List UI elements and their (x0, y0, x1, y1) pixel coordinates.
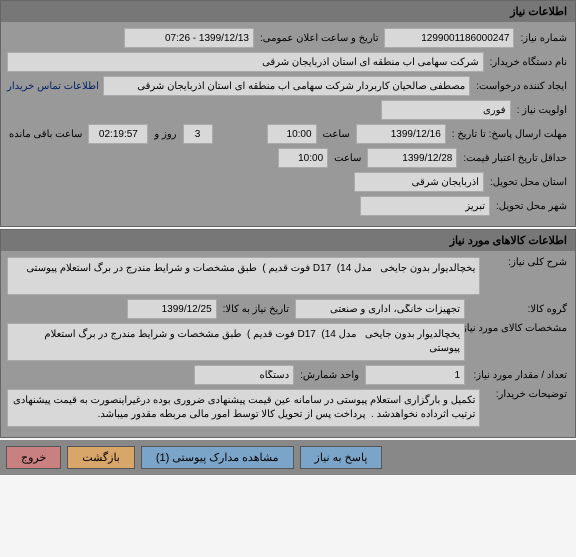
unit-label: واحد شمارش: (298, 370, 361, 381)
requester-label: ایجاد کننده درخواست: (474, 81, 569, 92)
goods-info-header: اطلاعات کالاهای مورد نیاز (1, 230, 575, 251)
time-remaining-field[interactable] (88, 124, 148, 144)
deadline-date-field[interactable] (356, 124, 446, 144)
deliver-prov-field[interactable] (354, 172, 484, 192)
need-info-panel: اطلاعات نیاز شماره نیاز: تاریخ و ساعت اع… (0, 0, 576, 227)
requester-field[interactable] (103, 76, 470, 96)
days-label: روز و (152, 129, 178, 140)
need-number-field[interactable] (384, 28, 514, 48)
respond-button[interactable]: پاسخ به نیاز (300, 446, 383, 469)
exit-button[interactable]: خروج (6, 446, 61, 469)
deliver-city-field[interactable] (360, 196, 490, 216)
contact-link[interactable]: اطلاعات تماس خریدار (7, 81, 99, 92)
announce-label: تاریخ و ساعت اعلان عمومی: (258, 33, 381, 44)
group-label: گروه کالا: (469, 304, 569, 315)
group-field[interactable] (295, 299, 465, 319)
goods-info-panel: اطلاعات کالاهای مورد نیاز شرح کلی نیاز: … (0, 229, 576, 438)
main-desc-field[interactable] (7, 257, 480, 295)
deadline-time-field[interactable] (267, 124, 317, 144)
credit-time-label: ساعت (332, 153, 363, 164)
priority-label: اولویت نیاز : (515, 105, 569, 116)
qty-label: تعداد / مقدار مورد نیاز: (469, 370, 569, 381)
remarks-field[interactable] (7, 389, 480, 427)
need-number-label: شماره نیاز: (518, 33, 569, 44)
spec-field[interactable] (7, 323, 465, 361)
main-desc-label: شرح کلی نیاز: (484, 257, 569, 268)
priority-field[interactable] (381, 100, 511, 120)
need-info-header: اطلاعات نیاز (1, 1, 575, 22)
credit-date-field[interactable] (367, 148, 457, 168)
button-bar: پاسخ به نیاز مشاهده مدارک پیوستی (1) باز… (0, 440, 576, 475)
credit-label: حداقل تاریخ اعتبار قیمت: (461, 153, 569, 164)
deadline-label: مهلت ارسال پاسخ: تا تاریخ : (450, 129, 569, 140)
buyer-org-label: نام دستگاه خریدار: (488, 57, 569, 68)
announce-field[interactable] (124, 28, 254, 48)
days-remaining-field[interactable] (183, 124, 213, 144)
deliver-city-label: شهر محل تحویل: (494, 201, 569, 212)
need-date-label: تاریخ نیاز به کالا: (221, 304, 291, 315)
back-button[interactable]: بازگشت (67, 446, 135, 469)
unit-field[interactable] (194, 365, 294, 385)
buyer-org-field[interactable] (7, 52, 484, 72)
need-date-field[interactable] (127, 299, 217, 319)
deliver-prov-label: استان محل تحویل: (488, 177, 569, 188)
goods-info-body: شرح کلی نیاز: گروه کالا: تاریخ نیاز به ک… (1, 251, 575, 437)
deadline-time-label: ساعت (321, 129, 352, 140)
remarks-label: توضیحات خریدار: (484, 389, 569, 400)
credit-time-field[interactable] (278, 148, 328, 168)
qty-field[interactable] (365, 365, 465, 385)
remain-label: ساعت باقی مانده (7, 129, 84, 140)
need-info-body: شماره نیاز: تاریخ و ساعت اعلان عمومی: نا… (1, 22, 575, 226)
spec-label: مشخصات کالای مورد نیاز: (469, 323, 569, 334)
attachments-button[interactable]: مشاهده مدارک پیوستی (1) (141, 446, 294, 469)
